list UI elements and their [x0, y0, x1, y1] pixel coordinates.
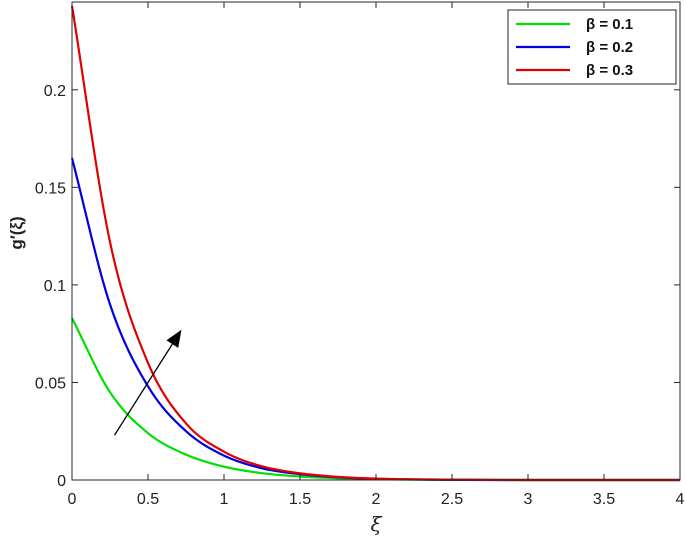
- x-tick-label: 1.5: [289, 491, 311, 508]
- y-tick-label: 0.2: [44, 83, 66, 100]
- y-tick-label: 0.05: [35, 375, 66, 392]
- y-axis-title: g′(ξ): [7, 216, 26, 249]
- y-tick-label: 0.15: [35, 180, 66, 197]
- legend-label-1: β = 0.1: [586, 16, 633, 33]
- axes-layer: 0 0.5 1 1.5 2 2.5 3 3.5 4 0 0.05 0.1 0.15 0.2: [35, 1, 685, 508]
- x-tick-label: 0: [68, 491, 77, 508]
- x-tick-label: 2: [372, 491, 381, 508]
- annotation-arrow-shaft: [114, 343, 173, 436]
- x-tick-label: 1: [220, 491, 229, 508]
- annotation-arrow-head: [166, 329, 182, 348]
- x-axis-title: ξ: [370, 512, 382, 536]
- x-tick-label: 2.5: [441, 491, 463, 508]
- legend: β = 0.1 β = 0.2 β = 0.3: [507, 9, 677, 85]
- x-tick-label: 4: [676, 491, 685, 508]
- x-tick-label: 3: [524, 491, 533, 508]
- y-tick-label: 0.1: [44, 278, 66, 295]
- legend-label-2: β = 0.2: [586, 39, 633, 56]
- annotation-layer: [114, 329, 182, 436]
- x-tick-label: 0.5: [137, 491, 159, 508]
- legend-label-3: β = 0.3: [586, 62, 633, 79]
- x-tick-label: 3.5: [593, 491, 615, 508]
- y-tick-label: 0: [57, 473, 66, 490]
